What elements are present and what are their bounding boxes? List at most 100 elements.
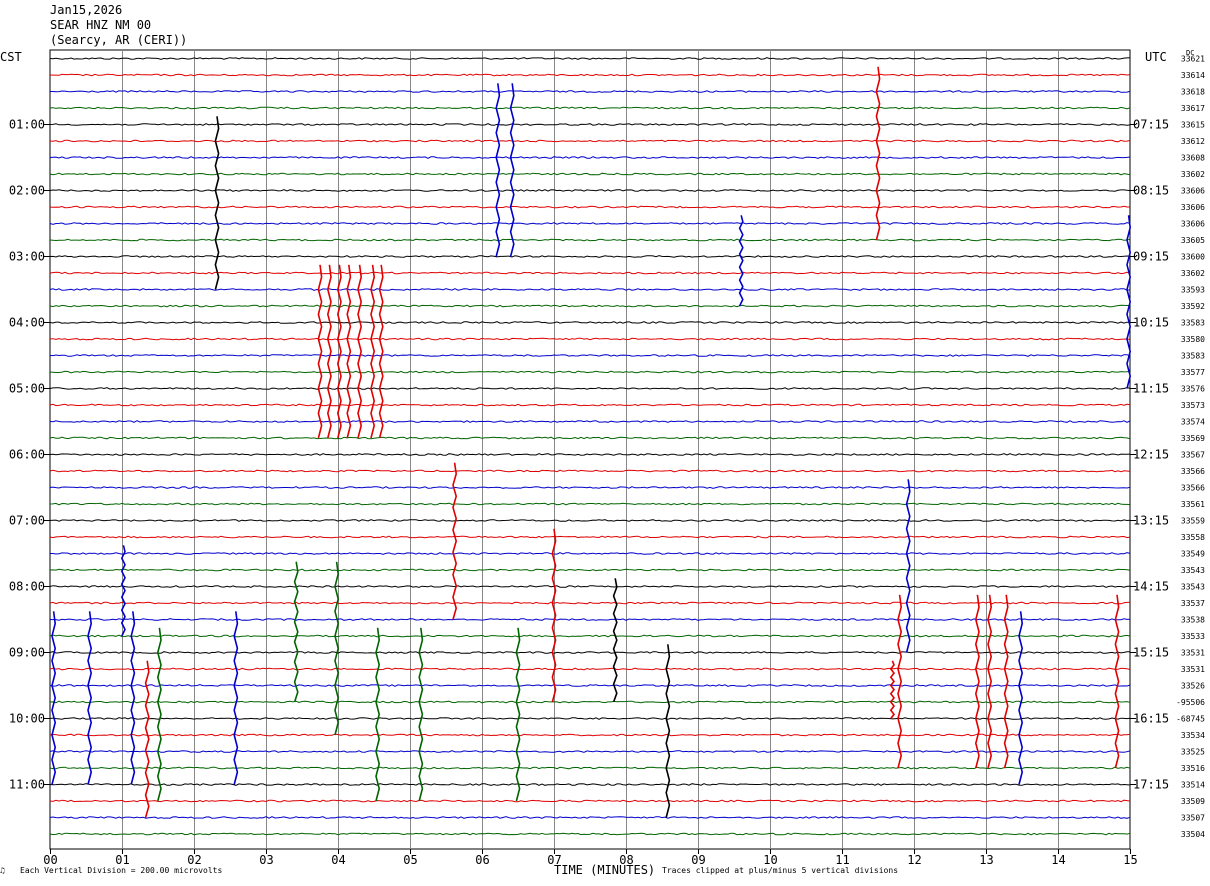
clip-note: Traces clipped at plus/minus 5 vertical … [662,866,899,875]
event-spike [452,462,458,620]
right-time-label: 11:15 [1133,382,1169,396]
x-tick-label: 13 [979,853,993,867]
event-spike [612,578,618,703]
right-time-label: 08:15 [1133,184,1169,198]
dc-value: 33583 [1181,352,1205,361]
right-time-label: 10:15 [1133,316,1169,330]
dc-value: 33537 [1181,599,1205,608]
trace-line [49,205,1130,209]
trace-line [49,618,1131,621]
x-tick-label: 14 [1051,853,1065,867]
dc-value: 33509 [1181,797,1205,806]
trace-line [49,502,1131,506]
trace-line [49,799,1131,803]
dc-value: 33593 [1181,286,1205,295]
x-tick-label: 10 [763,853,777,867]
dc-value: 33514 [1181,781,1205,790]
x-tick-label: 06 [475,853,489,867]
dc-value: 33618 [1181,88,1205,97]
trace-line [49,601,1131,605]
x-tick-label: 01 [115,853,129,867]
event-spike [51,611,57,785]
right-time-label: 17:15 [1133,778,1169,792]
right-time-label: 07:15 [1133,118,1169,132]
dc-value: 33605 [1181,236,1205,245]
trace-line [49,304,1131,308]
trace-line [49,387,1131,390]
x-tick-label: 02 [187,853,201,867]
left-time-label: 05:00 [9,382,45,396]
dc-value: 33559 [1181,517,1205,526]
right-zone-label: UTC [1145,50,1167,64]
dc-value: 33615 [1181,121,1205,130]
dc-value: -68745 [1176,715,1205,724]
dc-value: 33538 [1181,616,1205,625]
left-time-label: 04:00 [9,316,45,330]
x-tick-label: 03 [259,853,273,867]
x-tick-label: 12 [907,853,921,867]
event-spike [551,528,557,703]
dc-value: 33592 [1181,302,1205,311]
dc-value: 33612 [1181,137,1205,146]
event-spike [974,594,980,769]
trace-line [49,354,1131,357]
dc-value: 33561 [1181,500,1205,509]
dc-value: 33608 [1181,154,1205,163]
event-spike [1003,594,1009,769]
dc-value: 33566 [1181,467,1205,476]
trace-line [49,783,1131,786]
event-spike [120,545,126,637]
left-zone-label: CST [0,50,22,64]
event-spike [233,611,239,785]
event-spike [336,264,342,439]
trace-line [49,172,1131,176]
dc-value: 33504 [1181,830,1205,839]
trace-line [50,552,1131,555]
dc-value: 33534 [1181,731,1205,740]
left-time-label: 09:00 [9,646,45,660]
trace-line [49,189,1131,192]
trace-line [50,90,1131,93]
trace-line [49,453,1131,456]
event-spike [897,594,903,769]
dc-value: 33516 [1181,764,1205,773]
event-spike [375,627,381,802]
left-time-label: 01:00 [9,118,45,132]
trace-line [49,321,1131,324]
x-tick-label: 09 [691,853,705,867]
event-spike [418,627,424,802]
dc-value: 33525 [1181,748,1205,757]
trace-line [49,733,1131,737]
event-spike [346,264,352,439]
trace-line [49,370,1131,374]
x-tick-label: 04 [331,853,345,867]
trace-line [49,469,1131,473]
x-tick-label: 08 [619,853,633,867]
right-time-label: 16:15 [1133,712,1169,726]
dc-value: 33576 [1181,385,1205,394]
x-axis-title: TIME (MINUTES) [554,863,656,877]
event-spike [378,264,384,439]
x-tick-label: 07 [547,853,561,867]
dc-value: 33583 [1181,319,1205,328]
event-spike [509,83,515,257]
trace-line [49,568,1131,572]
event-spike [1018,611,1024,785]
trace-line [49,750,1131,753]
dc-value: 33569 [1181,434,1205,443]
dc-value: 33531 [1181,665,1205,674]
x-tick-label: 00 [43,853,57,867]
dc-value: 33606 [1181,220,1205,229]
event-spike [495,83,501,257]
event-spike [87,611,93,785]
left-time-label: 02:00 [9,184,45,198]
trace-line [49,238,1131,242]
event-spike [293,561,299,703]
trace-line [49,766,1131,770]
trace-line [49,403,1131,407]
trace-line [49,271,1131,275]
dc-value: 33602 [1181,170,1205,179]
trace-line [49,337,1131,341]
dc-value: 33617 [1181,104,1205,113]
